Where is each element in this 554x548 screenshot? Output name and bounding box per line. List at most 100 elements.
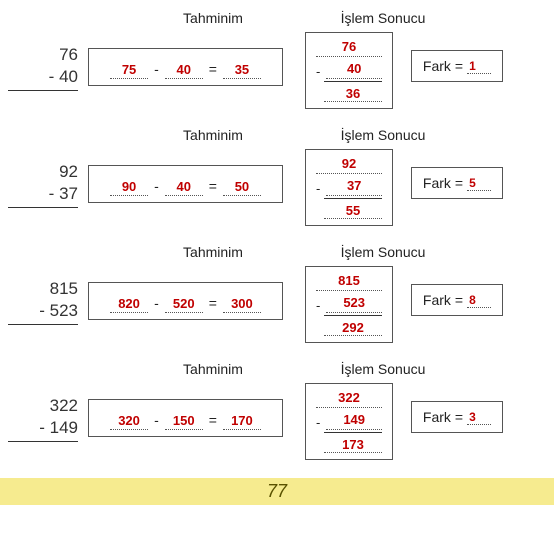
worksheet-page: Tahminimİşlem Sonucu76- 4075-40=3576-403… [0,0,554,460]
estimate-a: 320 [110,414,148,430]
op-sub-row: -40 [316,61,382,79]
minus-op: - [154,61,159,79]
equals-op: = [209,178,217,196]
minus-sign: - [316,64,320,79]
minus-sign: - [39,418,45,437]
minuend: 92 [8,161,78,183]
estimate-box: 90-40=50 [88,165,283,203]
op-top: 322 [316,390,382,408]
op-sub-row: -37 [316,178,382,196]
header-islem: İşlem Sonucu [328,10,438,26]
op-result: 36 [324,86,382,102]
subtrahend: 40 [59,67,78,86]
estimate-c: 35 [223,63,261,79]
equals-op: = [209,61,217,79]
fark-value: 3 [467,410,491,425]
estimate-box: 820-520=300 [88,282,283,320]
op-sub: 523 [326,295,382,313]
minus-sign: - [316,415,320,430]
minuend: 322 [8,395,78,417]
difference-box: Fark= 8 [411,284,503,316]
minus-sign: - [49,184,55,203]
minus-sign: - [316,298,320,313]
fark-label: Fark [423,175,451,191]
operation-result-box: 92 -37 55 [305,149,393,226]
estimate-box: 75-40 = 35 [88,48,283,86]
fark-label: Fark [423,292,451,308]
op-result: 55 [324,203,382,219]
operation-result-box: 322 -149 173 [305,383,393,460]
exercise-row: 815- 523820-520=300815-523292Fark=8 [8,260,546,343]
subtrahend-line: - 149 [8,417,78,439]
equals-op: = [209,295,217,313]
minus-sign: - [49,67,55,86]
estimate-a: 90 [110,180,148,196]
minus-sign: - [39,301,45,320]
estimate-b: 520 [165,297,203,313]
difference-box: Fark= 5 [411,167,503,199]
fark-value: 1 [467,59,491,74]
op-top: 76 [316,39,382,57]
problem-bar [8,207,78,208]
subtrahend: 37 [59,184,78,203]
estimate-b: 40 [165,180,203,196]
section-headers: Tahminim İşlem Sonucu [108,127,546,143]
op-bar [324,198,382,199]
subtraction-problem: 322- 149 [8,377,88,442]
section-headers: Tahminimİşlem Sonucu [108,361,546,377]
fark-value: 8 [467,293,491,308]
estimate-c: 300 [223,297,261,313]
header-tahminim: Tahminim [108,244,318,260]
op-sub: 40 [326,61,382,79]
section-headers: Tahminim İşlem Sonucu [108,244,546,260]
subtraction-problem: 92- 37 [8,143,88,208]
op-bar [324,315,382,316]
op-top: 815 [316,273,382,291]
minus-op: - [154,178,159,196]
difference-box: Fark=3 [411,401,503,433]
subtrahend-line: - 40 [8,66,78,88]
exercise-row: 92- 3790-40=5092-3755Fark=5 [8,143,546,226]
fark-label: Fark [423,58,451,74]
op-sub: 37 [326,178,382,196]
estimate-a: 820 [110,297,148,313]
op-top: 92 [316,156,382,174]
minuend: 815 [8,278,78,300]
page-number: 77 [267,481,287,501]
estimate-b: 40 [165,63,203,79]
equals-sign: = [455,58,463,74]
equals-sign: = [455,292,463,308]
section-headers: Tahminim İşlem Sonucu [108,10,546,26]
op-sub-row: -523 [316,295,382,313]
estimate-c: 170 [223,414,261,430]
operation-result-box: 76 -40 36 [305,32,393,109]
problem-bar [8,324,78,325]
header-tahminim: Tahminim [108,127,318,143]
page-number-footer: 77 [0,478,554,505]
estimate-a: 75 [110,63,148,79]
subtraction-problem: 815- 523 [8,260,88,325]
header-islem: İşlem Sonucu [328,361,438,377]
estimate-b: 150 [165,414,203,430]
op-sub-row: -149 [316,412,382,430]
fark-label: Fark [423,409,451,425]
minuend: 76 [8,44,78,66]
minus-op: - [154,412,159,430]
equals-op: = [209,412,217,430]
equals-sign: = [455,175,463,191]
difference-box: Fark= 1 [411,50,503,82]
operation-result-box: 815-523292 [305,266,393,343]
subtrahend-line: - 523 [8,300,78,322]
fark-value: 5 [467,176,491,191]
header-islem: İşlem Sonucu [328,244,438,260]
exercise-row: 322- 149320-150=170322-149173Fark=3 [8,377,546,460]
header-tahminim: Tahminim [108,10,318,26]
problem-bar [8,441,78,442]
problem-bar [8,90,78,91]
op-result: 173 [324,437,382,453]
op-sub: 149 [326,412,382,430]
header-islem: İşlem Sonucu [328,127,438,143]
subtrahend-line: - 37 [8,183,78,205]
subtrahend: 523 [50,301,78,320]
op-bar [324,81,382,82]
